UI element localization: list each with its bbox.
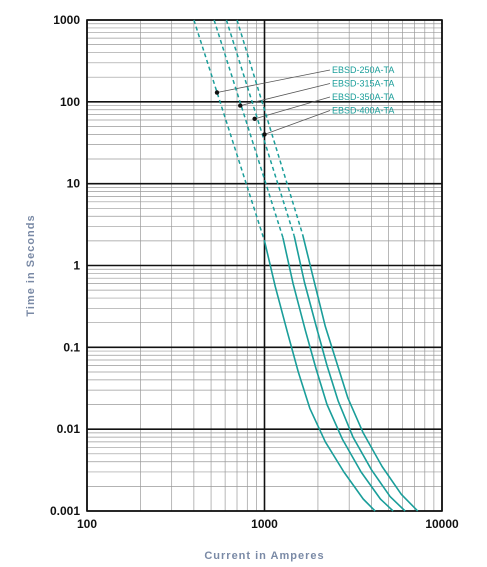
leader-marker-dot	[238, 103, 243, 108]
y-tick-label: 0.01	[57, 422, 81, 436]
y-tick-label: 1000	[53, 13, 80, 27]
series-solid-line	[263, 240, 376, 512]
plot-frame	[86, 19, 443, 512]
series-dashed-segment	[213, 19, 284, 238]
leader-line	[240, 83, 331, 106]
series-solid-line	[282, 237, 394, 512]
grid-group	[86, 19, 443, 512]
x-axis-title: Current in Amperes	[204, 550, 324, 562]
series-label: EBSD-400A-TA	[332, 106, 394, 116]
series-solid-line	[301, 234, 419, 512]
series-dashed-segment	[225, 19, 295, 237]
y-tick-label: 0.1	[63, 340, 80, 354]
y-axis-title: Time in Seconds	[25, 214, 37, 316]
leader-line	[254, 96, 331, 120]
series-dashed-segment	[193, 19, 266, 242]
leader-marker-dot	[252, 116, 257, 122]
leader-line	[264, 110, 331, 135]
series-label: EBSD-315A-TA	[332, 79, 394, 89]
x-tick-label: 10000	[425, 517, 459, 531]
series-label: EBSD-250A-TA	[332, 65, 394, 75]
series-solid-line	[293, 235, 406, 512]
x-tick-label: 1000	[251, 517, 278, 531]
leader-marker-dot	[214, 90, 220, 95]
series-label: EBSD-350A-TA	[332, 92, 394, 102]
x-tick-label: 100	[77, 517, 97, 531]
series-EBSD-350A-TA: EBSD-350A-TA	[225, 19, 406, 512]
y-tick-label: 0.001	[50, 504, 80, 518]
series-EBSD-315A-TA: EBSD-315A-TA	[213, 19, 394, 512]
y-tick-label: 10	[67, 177, 81, 191]
series-dashed-segment	[236, 19, 304, 235]
y-tick-label: 1	[73, 259, 80, 273]
leader-marker-dot	[262, 132, 267, 137]
series-EBSD-400A-TA: EBSD-400A-TA	[236, 19, 419, 512]
y-tick-label: 100	[60, 95, 80, 109]
